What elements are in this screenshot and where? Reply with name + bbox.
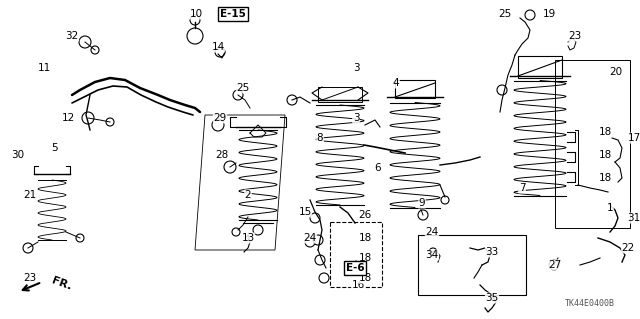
Text: 2: 2 bbox=[244, 190, 252, 200]
Text: 18: 18 bbox=[598, 150, 612, 160]
Text: 8: 8 bbox=[317, 133, 323, 143]
Text: 32: 32 bbox=[65, 31, 79, 41]
Text: 6: 6 bbox=[374, 163, 381, 173]
Text: 1: 1 bbox=[607, 203, 613, 213]
Text: 12: 12 bbox=[61, 113, 75, 123]
Text: 18: 18 bbox=[598, 173, 612, 183]
Text: 14: 14 bbox=[211, 42, 225, 52]
Text: 18: 18 bbox=[358, 273, 372, 283]
Text: 33: 33 bbox=[485, 247, 499, 257]
Text: 3: 3 bbox=[353, 113, 359, 123]
Text: 23: 23 bbox=[24, 273, 36, 283]
Text: 29: 29 bbox=[213, 113, 227, 123]
Bar bbox=[418, 235, 526, 295]
Text: 30: 30 bbox=[12, 150, 24, 160]
Text: 24: 24 bbox=[426, 227, 438, 237]
Text: 19: 19 bbox=[542, 9, 556, 19]
Text: FR.: FR. bbox=[50, 276, 73, 292]
Text: 18: 18 bbox=[358, 253, 372, 263]
Bar bbox=[555, 60, 630, 228]
Bar bbox=[518, 56, 562, 78]
Text: TK44E0400B: TK44E0400B bbox=[565, 299, 615, 308]
Text: 20: 20 bbox=[609, 67, 623, 77]
Text: E-15: E-15 bbox=[220, 9, 246, 19]
Bar bbox=[318, 87, 362, 102]
Text: 25: 25 bbox=[236, 83, 250, 93]
Text: 13: 13 bbox=[241, 233, 255, 243]
Text: 7: 7 bbox=[518, 183, 525, 193]
Text: 9: 9 bbox=[419, 198, 426, 208]
Text: 15: 15 bbox=[298, 207, 312, 217]
Text: 18: 18 bbox=[598, 127, 612, 137]
Bar bbox=[395, 80, 435, 98]
Text: 3: 3 bbox=[353, 63, 359, 73]
Text: 28: 28 bbox=[216, 150, 228, 160]
Text: 10: 10 bbox=[189, 9, 203, 19]
Text: 23: 23 bbox=[568, 31, 582, 41]
Text: 21: 21 bbox=[24, 190, 36, 200]
Text: 34: 34 bbox=[426, 250, 438, 260]
Text: E-6: E-6 bbox=[346, 263, 364, 273]
Bar bbox=[330, 222, 382, 287]
Text: 25: 25 bbox=[499, 9, 511, 19]
Text: 11: 11 bbox=[37, 63, 51, 73]
Text: 5: 5 bbox=[52, 143, 58, 153]
Text: 35: 35 bbox=[485, 293, 499, 303]
Text: 24: 24 bbox=[303, 233, 317, 243]
Text: 4: 4 bbox=[393, 78, 399, 88]
Text: 27: 27 bbox=[548, 260, 562, 270]
Text: 16: 16 bbox=[351, 280, 365, 290]
Text: 26: 26 bbox=[358, 210, 372, 220]
Text: 22: 22 bbox=[621, 243, 635, 253]
Text: 31: 31 bbox=[627, 213, 640, 223]
Text: 18: 18 bbox=[358, 233, 372, 243]
Text: 17: 17 bbox=[627, 133, 640, 143]
